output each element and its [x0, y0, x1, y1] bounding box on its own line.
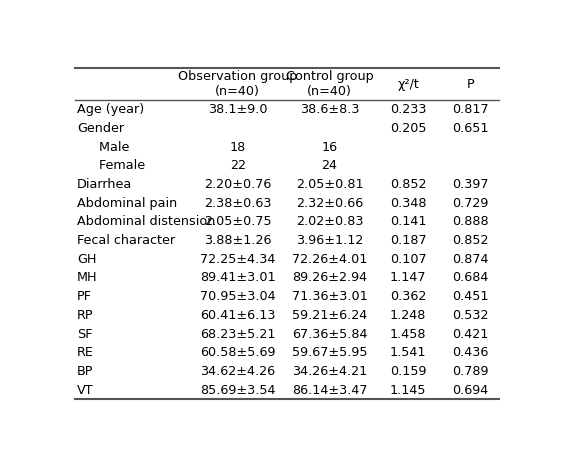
- Text: Abdominal distension: Abdominal distension: [77, 215, 215, 228]
- Text: 60.58±5.69: 60.58±5.69: [200, 346, 275, 359]
- Text: 0.694: 0.694: [452, 384, 488, 397]
- Text: 2.02±0.83: 2.02±0.83: [296, 215, 363, 228]
- Text: RE: RE: [77, 346, 94, 359]
- Text: 0.789: 0.789: [452, 365, 488, 378]
- Text: SF: SF: [77, 327, 92, 340]
- Text: BP: BP: [77, 365, 94, 378]
- Text: 0.233: 0.233: [390, 103, 426, 116]
- Text: Age (year): Age (year): [77, 103, 144, 116]
- Text: 16: 16: [321, 140, 337, 154]
- Text: 0.205: 0.205: [390, 122, 426, 135]
- Text: 72.25±4.34: 72.25±4.34: [200, 253, 275, 266]
- Text: 38.1±9.0: 38.1±9.0: [208, 103, 267, 116]
- Text: 0.451: 0.451: [452, 290, 488, 303]
- Text: MH: MH: [77, 271, 98, 285]
- Text: 59.21±6.24: 59.21±6.24: [292, 309, 367, 322]
- Text: 0.651: 0.651: [452, 122, 488, 135]
- Text: 1.541: 1.541: [390, 346, 426, 359]
- Text: 1.458: 1.458: [390, 327, 426, 340]
- Text: 0.888: 0.888: [452, 215, 489, 228]
- Text: Male: Male: [87, 140, 129, 154]
- Text: 0.107: 0.107: [390, 253, 426, 266]
- Text: Abdominal pain: Abdominal pain: [77, 197, 177, 210]
- Text: 0.348: 0.348: [390, 197, 426, 210]
- Text: 2.20±0.76: 2.20±0.76: [204, 178, 271, 191]
- Text: Female: Female: [87, 159, 145, 172]
- Text: 0.397: 0.397: [452, 178, 488, 191]
- Text: χ²/t: χ²/t: [397, 78, 419, 91]
- Text: 3.88±1.26: 3.88±1.26: [204, 234, 271, 247]
- Text: RP: RP: [77, 309, 94, 322]
- Text: 3.96±1.12: 3.96±1.12: [296, 234, 363, 247]
- Text: Gender: Gender: [77, 122, 124, 135]
- Text: 71.36±3.01: 71.36±3.01: [292, 290, 367, 303]
- Text: 18: 18: [230, 140, 246, 154]
- Text: 0.729: 0.729: [452, 197, 488, 210]
- Text: 60.41±6.13: 60.41±6.13: [200, 309, 275, 322]
- Text: GH: GH: [77, 253, 96, 266]
- Text: 2.38±0.63: 2.38±0.63: [204, 197, 271, 210]
- Text: 67.36±5.84: 67.36±5.84: [292, 327, 367, 340]
- Text: 0.532: 0.532: [452, 309, 488, 322]
- Text: PF: PF: [77, 290, 92, 303]
- Text: 34.62±4.26: 34.62±4.26: [200, 365, 275, 378]
- Text: 89.26±2.94: 89.26±2.94: [292, 271, 367, 285]
- Text: 22: 22: [230, 159, 246, 172]
- Text: 0.852: 0.852: [452, 234, 488, 247]
- Text: 34.26±4.21: 34.26±4.21: [292, 365, 367, 378]
- Text: 72.26±4.01: 72.26±4.01: [292, 253, 367, 266]
- Text: 0.362: 0.362: [390, 290, 426, 303]
- Text: 59.67±5.95: 59.67±5.95: [292, 346, 367, 359]
- Text: 0.852: 0.852: [390, 178, 426, 191]
- Text: 0.421: 0.421: [452, 327, 488, 340]
- Text: 1.147: 1.147: [390, 271, 426, 285]
- Text: 85.69±3.54: 85.69±3.54: [200, 384, 275, 397]
- Text: 1.145: 1.145: [390, 384, 426, 397]
- Text: 2.32±0.66: 2.32±0.66: [296, 197, 363, 210]
- Text: VT: VT: [77, 384, 94, 397]
- Text: 24: 24: [321, 159, 337, 172]
- Text: 2.05±0.75: 2.05±0.75: [204, 215, 271, 228]
- Text: Fecal character: Fecal character: [77, 234, 175, 247]
- Text: Diarrhea: Diarrhea: [77, 178, 133, 191]
- Text: 0.874: 0.874: [452, 253, 488, 266]
- Text: Control group
(n=40): Control group (n=40): [285, 70, 373, 98]
- Text: 0.141: 0.141: [390, 215, 426, 228]
- Text: 38.6±8.3: 38.6±8.3: [299, 103, 359, 116]
- Text: P: P: [466, 78, 474, 91]
- Text: Observation group
(n=40): Observation group (n=40): [178, 70, 297, 98]
- Text: 70.95±3.04: 70.95±3.04: [200, 290, 275, 303]
- Text: 0.187: 0.187: [390, 234, 426, 247]
- Text: 0.684: 0.684: [452, 271, 488, 285]
- Text: 0.817: 0.817: [452, 103, 489, 116]
- Text: 0.436: 0.436: [452, 346, 488, 359]
- Text: 89.41±3.01: 89.41±3.01: [200, 271, 275, 285]
- Text: 0.159: 0.159: [390, 365, 426, 378]
- Text: 68.23±5.21: 68.23±5.21: [200, 327, 275, 340]
- Text: 86.14±3.47: 86.14±3.47: [292, 384, 367, 397]
- Text: 2.05±0.81: 2.05±0.81: [296, 178, 363, 191]
- Text: 1.248: 1.248: [390, 309, 426, 322]
